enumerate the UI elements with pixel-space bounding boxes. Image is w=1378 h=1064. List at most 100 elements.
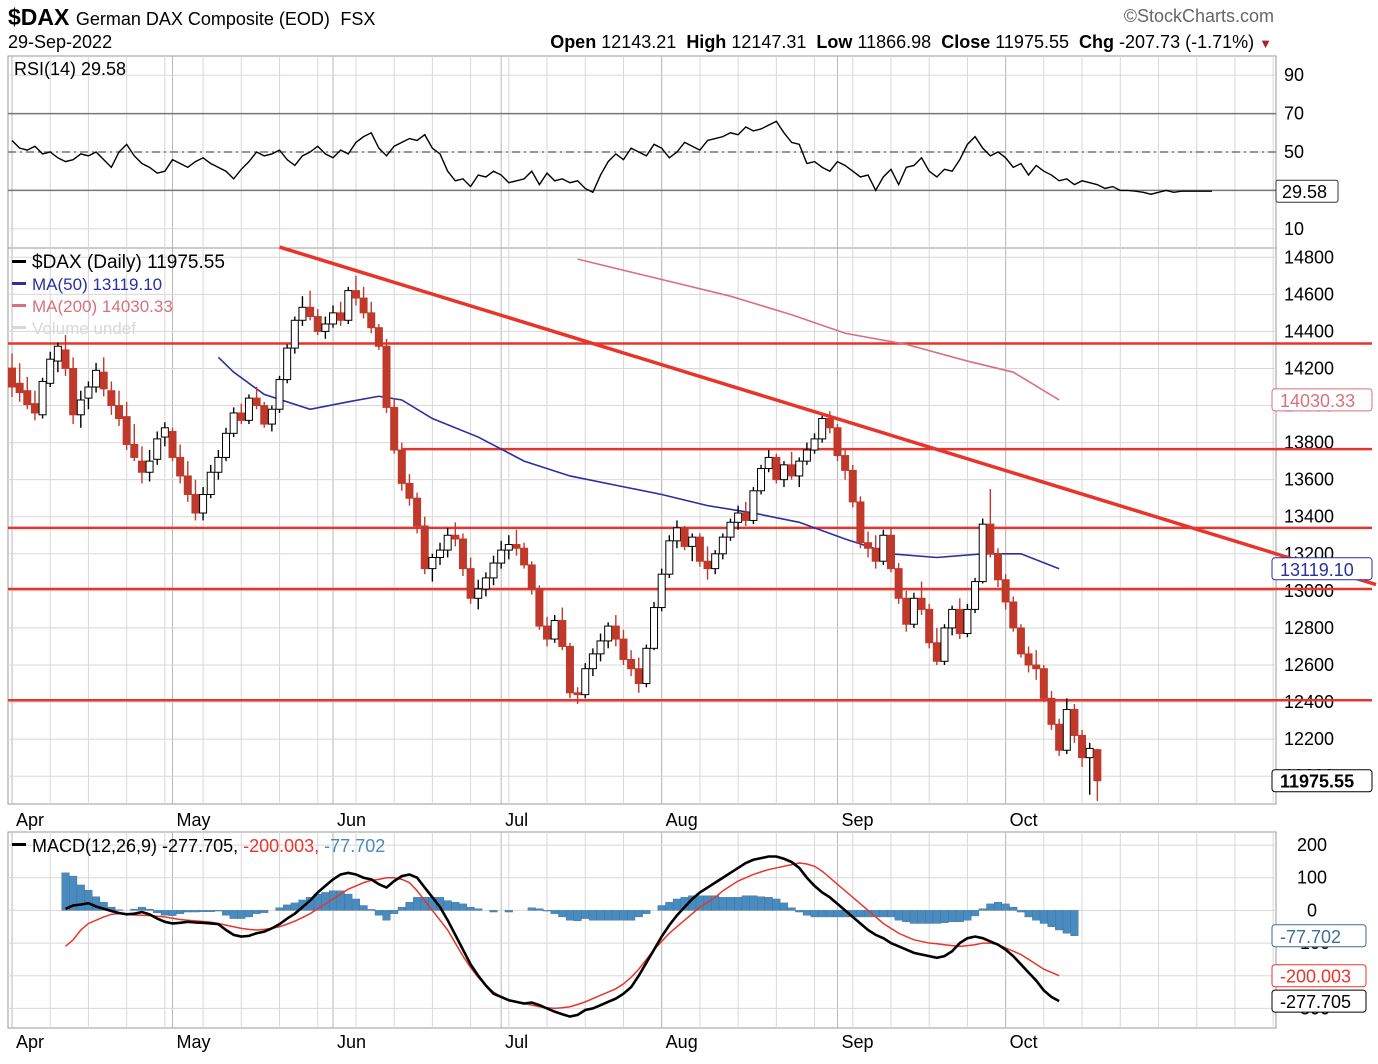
candle [680, 526, 689, 551]
macd-histogram-bar [940, 910, 949, 924]
macd-histogram-bar [588, 910, 597, 921]
candle-body [627, 658, 636, 670]
candle-body [46, 358, 55, 384]
candle [894, 563, 903, 604]
macd-histogram-bar [137, 906, 146, 911]
macd-legend-part: -77.702 [324, 836, 385, 856]
open-label: Open [550, 32, 597, 52]
candle-body [229, 412, 238, 434]
candle [1001, 574, 1010, 610]
candle [864, 531, 873, 558]
macd-histogram-bar [971, 910, 980, 917]
candle [573, 687, 582, 704]
candle [841, 450, 850, 480]
macd-histogram-bar [367, 909, 376, 911]
candle-body [1070, 708, 1079, 736]
candle [153, 431, 162, 465]
candle-body [191, 493, 200, 514]
macd-histogram-bar [787, 907, 796, 911]
macd-histogram-bar [1047, 910, 1056, 927]
macd-histogram-bar [382, 910, 391, 921]
candle-body [864, 542, 873, 549]
chg-label: Chg [1079, 32, 1115, 52]
candle-body [543, 625, 552, 640]
candle-body [30, 403, 39, 414]
candle [229, 407, 238, 438]
candle-body [397, 449, 406, 484]
candle-body [741, 512, 750, 521]
macd-histogram-bar [963, 910, 972, 921]
candle-body [527, 564, 536, 590]
price-legend-swatch [12, 282, 26, 285]
signal-line [65, 862, 1060, 1010]
candle [917, 581, 926, 615]
candle-body [810, 438, 819, 451]
candle [458, 533, 467, 577]
candle [237, 403, 246, 425]
price-y-tick-label: 12600 [1284, 655, 1334, 675]
macd-histogram-bar [61, 872, 70, 911]
x-tick-label-jul: Jul [505, 1032, 528, 1052]
candle [504, 535, 513, 560]
candle-body [1085, 747, 1094, 759]
candle [359, 286, 368, 319]
candle [374, 323, 383, 350]
candle [474, 579, 483, 610]
candle [871, 535, 880, 569]
macd-histogram-bar [260, 910, 269, 913]
candle-body [680, 527, 689, 547]
candle-body [99, 371, 108, 390]
candle [69, 357, 78, 425]
candle-body [1009, 601, 1018, 629]
macd-histogram-bar [221, 910, 231, 916]
candle [405, 474, 414, 506]
candle-body [871, 547, 880, 562]
candle [329, 305, 338, 328]
macd-histogram-bar [160, 910, 169, 916]
candle-body [466, 568, 475, 599]
candle [451, 522, 460, 547]
chart-header: $DAX German DAX Composite (EOD) FSX [8, 4, 375, 31]
candle [1078, 729, 1087, 767]
ma50-value-label: 13119.10 [1280, 560, 1354, 580]
open-value: 12143.21 [601, 32, 677, 52]
candle [619, 629, 628, 665]
macd-histogram-bar [413, 897, 422, 911]
candle-body [222, 432, 231, 458]
macd-histogram-bar [176, 910, 185, 914]
brand[interactable]: ©StockCharts.com [1123, 6, 1274, 26]
macd-y-tick-label: 200 [1297, 835, 1327, 855]
candle [267, 405, 276, 432]
candle [672, 520, 681, 549]
candle [734, 505, 743, 530]
candle [932, 627, 941, 665]
candle [390, 398, 399, 454]
candle [206, 464, 215, 499]
candle [749, 487, 758, 525]
candle [244, 394, 253, 425]
macd-histogram-bar [145, 908, 154, 911]
price-legend-entry: $DAX (Daily) 11975.55 [32, 252, 225, 273]
rsi-line [11, 120, 1212, 195]
candle [1024, 646, 1033, 673]
candle-body [92, 369, 101, 388]
ma50-line [217, 356, 1060, 570]
price-y-tick-label: 12800 [1284, 618, 1334, 638]
candle-body [963, 608, 972, 634]
candle [53, 342, 62, 373]
candle-body [283, 347, 292, 381]
candle [115, 390, 124, 426]
candle-body [428, 557, 437, 570]
candle [466, 557, 475, 604]
candle [1009, 596, 1018, 632]
macd-histogram-bar [627, 910, 636, 921]
candle-body [734, 512, 743, 523]
low-label: Low [816, 32, 853, 52]
candle-body [787, 464, 796, 477]
candle-body [367, 312, 376, 329]
candle-body [474, 588, 483, 599]
macd-histogram-bar [543, 910, 552, 912]
candle [298, 296, 307, 326]
candle-body [321, 323, 330, 332]
candle-body [374, 327, 383, 347]
